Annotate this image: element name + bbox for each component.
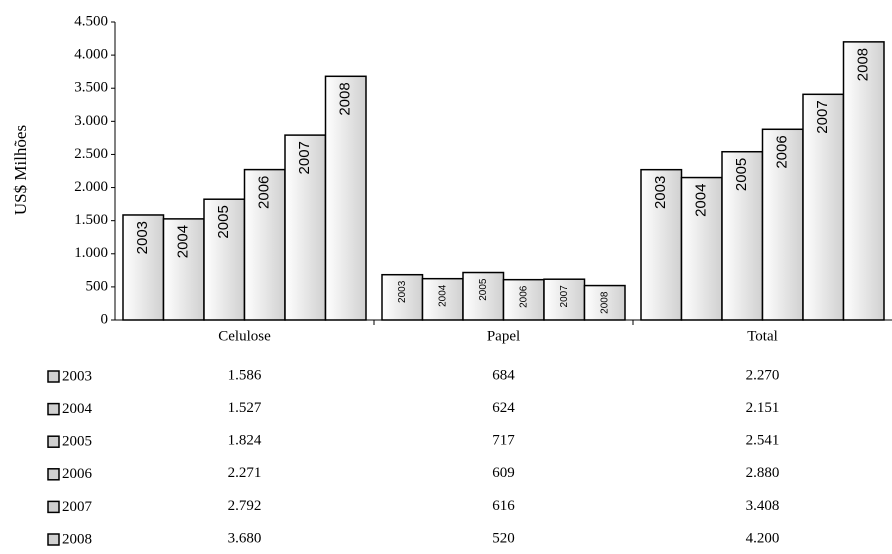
bar-label: 2005 [478,278,489,301]
table-value: 717 [492,433,515,449]
table-value: 2.271 [228,465,262,481]
bar [721,150,764,321]
bar [243,168,286,321]
bar-label: 2004 [693,184,710,217]
y-tick-label: 1.500 [74,212,108,228]
legend-swatch [47,370,60,383]
bar [640,168,683,321]
y-axis-label: US$ Milhões [11,125,30,215]
legend-label: 2003 [62,368,92,384]
bar-label: 2008 [337,82,354,115]
bar [680,176,723,321]
table-value: 2.270 [746,367,780,383]
legend-label: 2005 [62,434,92,450]
y-tick-label: 4.500 [74,13,108,29]
y-tick-label: 500 [86,278,109,294]
legend-swatch [47,435,60,448]
bar-label: 2004 [437,284,448,307]
x-tick-label: Total [747,328,778,344]
y-tick-label: 1.000 [74,245,108,261]
table-value: 624 [492,400,515,416]
y-tick-label: 2.500 [74,146,108,162]
y-tick-label: 3.500 [74,80,108,96]
bar [162,218,205,321]
table-value: 3.408 [746,498,780,514]
bar [284,134,327,321]
bar-label: 2003 [397,280,408,303]
table-value: 1.527 [228,400,262,416]
table-value: 520 [492,530,515,546]
legend-swatch [47,533,60,546]
legend-swatch [47,402,60,416]
bar-label: 2007 [296,141,313,174]
bar-label: 2005 [733,158,750,191]
bar-label: 2008 [599,291,610,314]
bar-label: 2003 [134,221,151,254]
y-tick-label: 0 [101,311,109,327]
bar-label: 2006 [256,176,273,209]
table-value: 2.792 [228,498,262,514]
table-value: 2.541 [746,433,780,449]
bar-label: 2008 [855,48,872,81]
bar [802,93,845,321]
legend-label: 2008 [62,531,92,547]
bar-label: 2003 [652,176,669,209]
bar [324,75,367,321]
table-value: 2.151 [746,400,780,416]
table-value: 684 [492,367,515,383]
y-tick-label: 2.000 [74,179,108,195]
bar [761,128,804,321]
table-value: 1.824 [228,433,262,449]
legend-swatch [47,500,60,514]
table-value: 2.880 [746,465,780,481]
bar-label: 2006 [518,285,529,308]
table-value: 3.680 [228,530,262,546]
legend-swatch [47,468,60,481]
x-tick-label: Papel [487,328,520,344]
table-value: 609 [492,465,515,481]
bar-label: 2004 [175,225,192,258]
table-value: 616 [492,498,515,514]
bar-label: 2005 [215,205,232,238]
legend-label: 2006 [62,466,93,482]
table-value: 1.586 [228,367,262,383]
bar-label: 2006 [774,135,791,168]
bar-label: 2007 [559,285,570,308]
legend-label: 2007 [62,499,93,515]
bar-label: 2007 [814,100,831,133]
bar [842,41,885,321]
y-tick-label: 4.000 [74,47,108,63]
bar [543,278,586,321]
bar [122,214,165,321]
legend-label: 2004 [62,401,93,417]
bar [462,271,505,321]
table-value: 4.200 [746,530,780,546]
y-tick-label: 3.000 [74,113,108,129]
x-tick-label: Celulose [218,328,271,344]
bar [502,278,545,321]
bar [203,198,246,321]
bar [381,273,424,321]
bar [583,284,626,321]
